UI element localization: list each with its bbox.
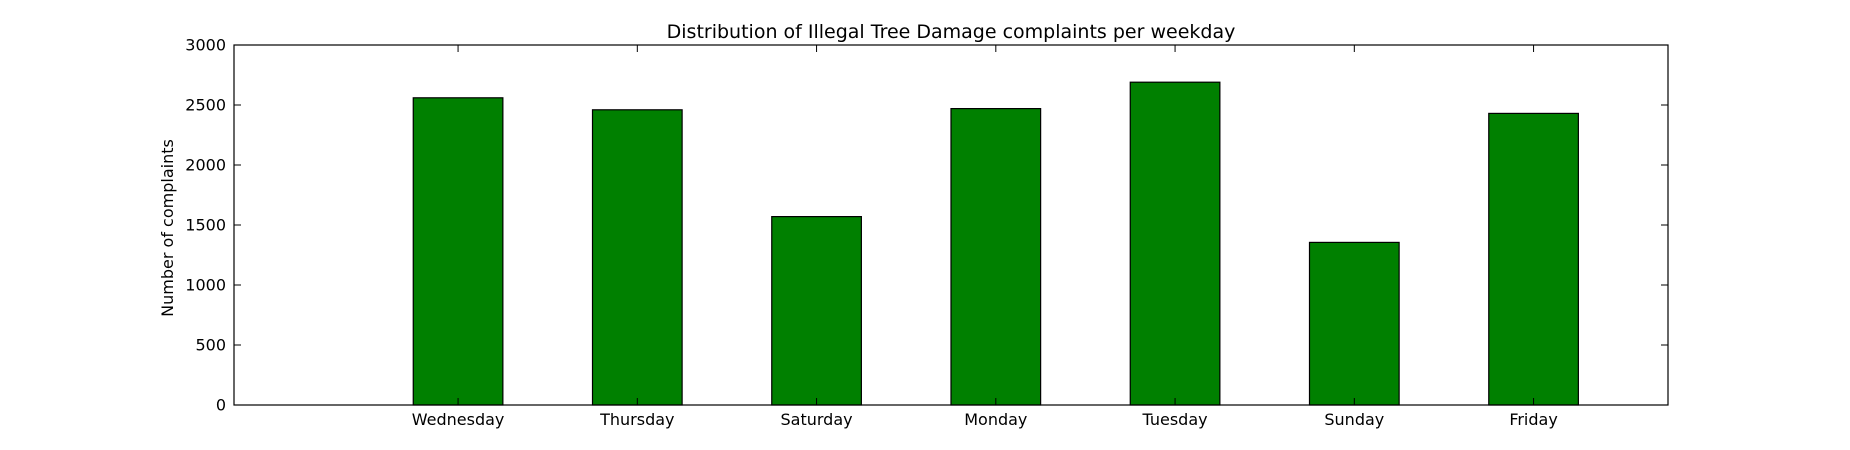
y-tick-label: 2000 [185,156,226,175]
bar-tuesday [1129,81,1221,406]
y-tick-label: 2500 [185,96,226,115]
y-tick-label: 3000 [185,36,226,55]
x-tick-label: Sunday [1324,410,1384,429]
plot-frame [233,44,1669,406]
x-tick-label: Thursday [599,410,674,429]
y-axis-ticks: 0 500 1000 1500 2000 2500 3000 [185,36,1668,415]
bar-wednesday [412,97,504,406]
bar-thursday [591,109,683,406]
y-tick-label: 1000 [185,276,226,295]
bar-sunday [1308,241,1400,406]
bar-monday [950,107,1042,406]
x-tick-label: Saturday [781,410,853,429]
chart-title: Distribution of Illegal Tree Damage comp… [667,21,1236,43]
x-axis-ticks: Wednesday Thursday Saturday Monday Tuesday Su… [412,45,1558,429]
y-tick-label: 1500 [185,216,226,235]
bar-friday [1488,112,1579,406]
x-tick-label: Tuesday [1142,410,1208,429]
x-tick-label: Monday [964,410,1027,429]
bars [412,81,1579,406]
x-tick-label: Friday [1509,410,1558,429]
x-tick-label: Wednesday [412,410,505,429]
y-tick-label: 500 [195,336,226,355]
y-axis-label: Number of complaints [158,139,177,317]
y-tick-label: 0 [216,396,226,415]
bar-saturday [771,216,862,406]
